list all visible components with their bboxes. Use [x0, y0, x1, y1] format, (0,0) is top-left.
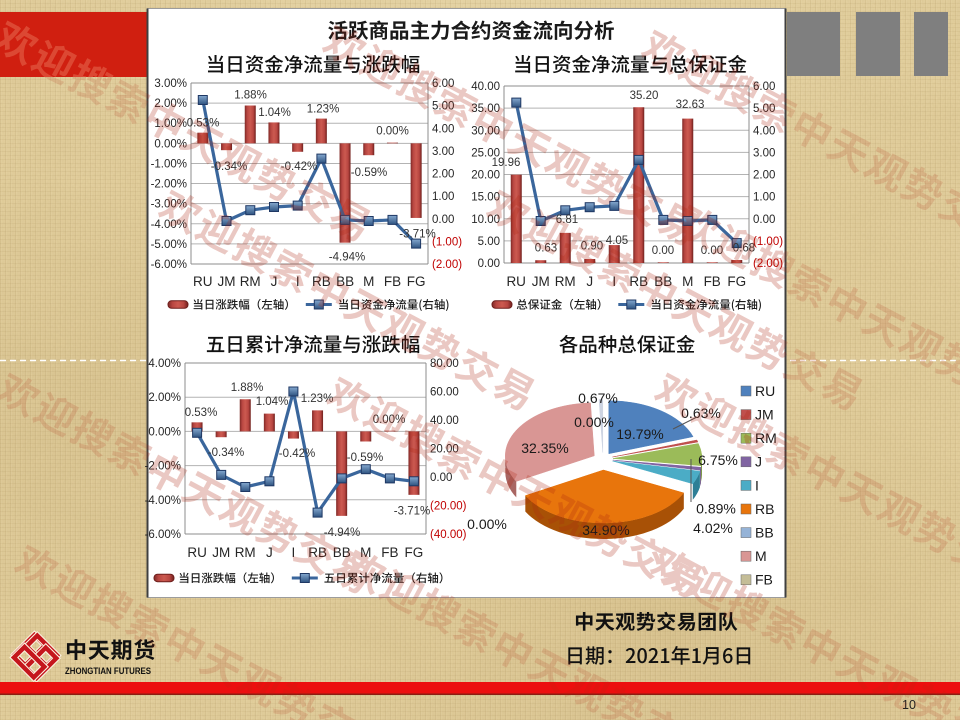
svg-text:RU: RU [193, 274, 213, 289]
svg-text:RM: RM [555, 274, 576, 289]
svg-text:RU: RU [755, 383, 775, 399]
svg-text:-2.00%: -2.00% [151, 179, 187, 191]
svg-text:0.53%: 0.53% [185, 407, 218, 419]
svg-text:6.75%: 6.75% [698, 452, 738, 468]
svg-text:1.88%: 1.88% [231, 382, 264, 394]
svg-text:-6.00%: -6.00% [151, 259, 187, 271]
svg-text:JM: JM [532, 274, 550, 289]
svg-text:RU: RU [506, 274, 526, 289]
svg-text:2.00: 2.00 [753, 170, 775, 182]
svg-text:0.00: 0.00 [652, 245, 674, 257]
svg-text:15.00: 15.00 [471, 192, 500, 204]
svg-text:1.04%: 1.04% [256, 396, 289, 408]
svg-text:1.00: 1.00 [753, 192, 775, 204]
svg-text:0.00: 0.00 [432, 214, 454, 226]
svg-text:0.00%: 0.00% [574, 414, 614, 430]
svg-text:4.00%: 4.00% [148, 358, 181, 370]
svg-text:1.23%: 1.23% [307, 104, 340, 116]
svg-text:60.00: 60.00 [430, 387, 459, 399]
svg-text:1.04%: 1.04% [258, 107, 291, 119]
svg-text:20.00: 20.00 [471, 170, 500, 182]
svg-text:-5.00%: -5.00% [151, 239, 187, 251]
svg-text:RM: RM [235, 545, 256, 560]
svg-text:0.67%: 0.67% [578, 390, 618, 406]
svg-text:0.89%: 0.89% [696, 500, 736, 516]
svg-text:-3.71%: -3.71% [394, 506, 430, 518]
svg-text:(1.00): (1.00) [753, 236, 783, 248]
svg-text:I: I [292, 545, 296, 560]
svg-text:19.96: 19.96 [492, 157, 521, 169]
svg-text:10.00: 10.00 [471, 214, 500, 226]
svg-text:19.79%: 19.79% [616, 426, 663, 442]
svg-text:1.00: 1.00 [432, 191, 454, 203]
svg-text:FB: FB [381, 545, 398, 560]
svg-text:FB: FB [755, 572, 773, 588]
svg-text:-0.34%: -0.34% [208, 447, 244, 459]
svg-text:0.00: 0.00 [430, 472, 452, 484]
svg-text:M: M [363, 274, 374, 289]
svg-text:(20.00): (20.00) [430, 501, 467, 513]
svg-text:RU: RU [187, 545, 207, 560]
svg-text:4.05: 4.05 [606, 235, 628, 247]
svg-text:0.00: 0.00 [753, 214, 775, 226]
svg-text:4.02%: 4.02% [693, 520, 733, 536]
svg-text:I: I [755, 477, 759, 493]
svg-text:M: M [682, 274, 693, 289]
svg-text:JM: JM [218, 274, 236, 289]
svg-text:M: M [360, 545, 371, 560]
svg-text:FG: FG [407, 274, 426, 289]
svg-text:40.00: 40.00 [471, 81, 500, 93]
svg-text:FB: FB [384, 274, 401, 289]
svg-text:-0.59%: -0.59% [347, 452, 383, 464]
svg-text:4.00: 4.00 [753, 125, 775, 137]
svg-text:2.00%: 2.00% [148, 392, 181, 404]
svg-text:32.35%: 32.35% [521, 440, 568, 456]
svg-text:JM: JM [212, 545, 230, 560]
svg-text:0.00%: 0.00% [154, 138, 187, 150]
svg-text:-1.00%: -1.00% [151, 159, 187, 171]
svg-text:-6.00%: -6.00% [145, 529, 181, 541]
svg-text:ZHONGTIAN FUTURES: ZHONGTIAN FUTURES [65, 666, 151, 676]
svg-text:J: J [586, 274, 593, 289]
svg-text:1.88%: 1.88% [234, 90, 267, 102]
svg-text:(40.00): (40.00) [430, 529, 467, 541]
svg-text:3.00%: 3.00% [154, 78, 187, 90]
svg-text:10: 10 [902, 698, 916, 712]
svg-text:-0.59%: -0.59% [351, 167, 387, 179]
svg-text:FG: FG [405, 545, 424, 560]
svg-text:25.00: 25.00 [471, 147, 500, 159]
svg-text:RB: RB [755, 501, 774, 517]
svg-text:-4.00%: -4.00% [145, 495, 181, 507]
svg-text:-4.94%: -4.94% [324, 527, 360, 539]
svg-text:32.63: 32.63 [676, 99, 705, 111]
svg-text:1.23%: 1.23% [301, 393, 334, 405]
svg-text:J: J [266, 545, 273, 560]
svg-text:-3.71%: -3.71% [399, 229, 435, 241]
svg-text:0.00%: 0.00% [376, 126, 409, 138]
svg-text:M: M [755, 548, 767, 564]
svg-text:FB: FB [704, 274, 721, 289]
svg-text:BB: BB [755, 525, 774, 541]
svg-text:J: J [755, 454, 762, 470]
svg-text:2.00: 2.00 [432, 169, 454, 181]
svg-text:(1.00): (1.00) [432, 236, 462, 248]
svg-text:(2.00): (2.00) [432, 259, 462, 271]
svg-text:0.00: 0.00 [478, 258, 500, 270]
svg-text:-4.94%: -4.94% [329, 252, 365, 264]
svg-text:J: J [271, 274, 278, 289]
svg-text:5.00: 5.00 [478, 236, 500, 248]
svg-text:3.00: 3.00 [432, 146, 454, 158]
svg-text:-0.42%: -0.42% [279, 448, 315, 460]
svg-text:3.00: 3.00 [753, 147, 775, 159]
svg-text:RM: RM [240, 274, 261, 289]
svg-text:35.20: 35.20 [630, 90, 659, 102]
svg-text:0.00%: 0.00% [148, 426, 181, 438]
svg-text:FG: FG [727, 274, 746, 289]
svg-text:4.00: 4.00 [432, 123, 454, 135]
svg-text:JM: JM [755, 407, 774, 423]
svg-text:0.00%: 0.00% [467, 516, 507, 532]
